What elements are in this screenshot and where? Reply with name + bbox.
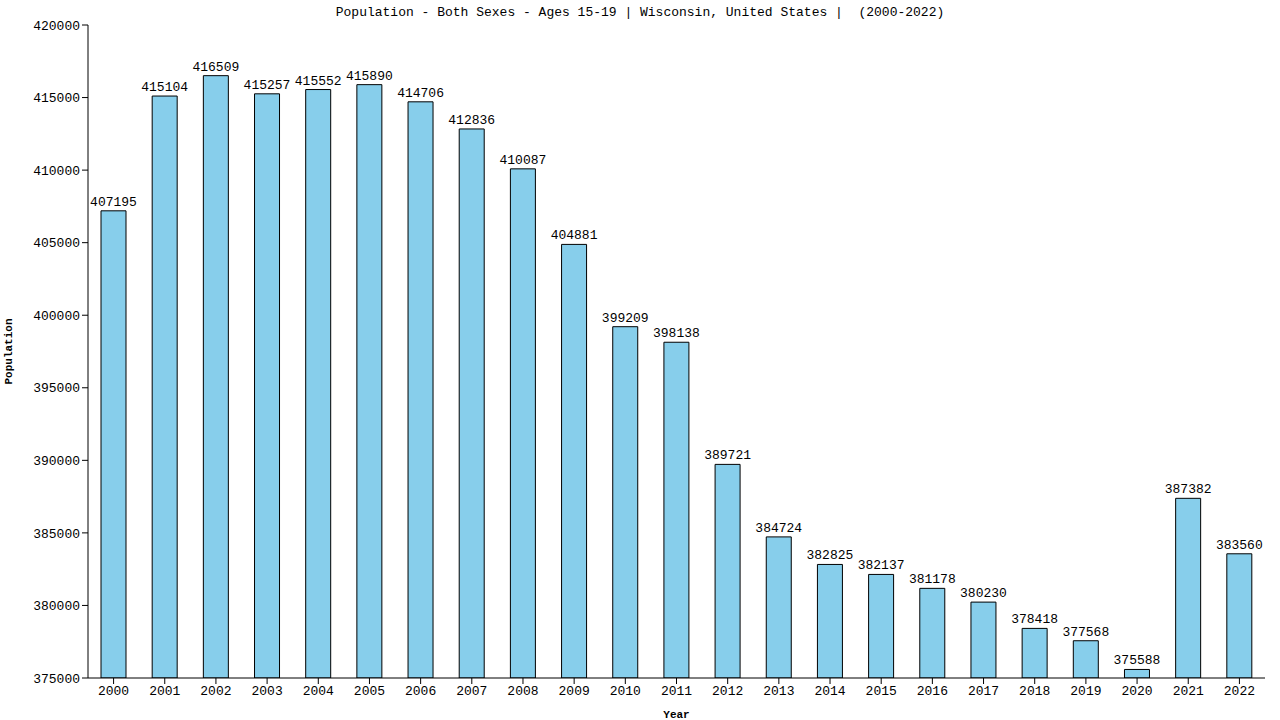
svg-text:415890: 415890 bbox=[346, 69, 393, 84]
svg-text:2008: 2008 bbox=[507, 684, 538, 699]
svg-text:2010: 2010 bbox=[610, 684, 641, 699]
svg-text:400000: 400000 bbox=[33, 309, 80, 324]
svg-text:415552: 415552 bbox=[295, 74, 342, 89]
svg-text:398138: 398138 bbox=[653, 326, 700, 341]
svg-text:395000: 395000 bbox=[33, 381, 80, 396]
svg-text:375000: 375000 bbox=[33, 672, 80, 687]
svg-text:2007: 2007 bbox=[456, 684, 487, 699]
svg-text:385000: 385000 bbox=[33, 527, 80, 542]
html-text:Population - Both Sexes - Ages: Population - Both Sexes - Ages 15-19 | W… bbox=[335, 5, 945, 20]
svg-text:2012: 2012 bbox=[712, 684, 743, 699]
svg-text:2016: 2016 bbox=[917, 684, 948, 699]
svg-text:377568: 377568 bbox=[1062, 625, 1109, 640]
svg-text:2019: 2019 bbox=[1070, 684, 1101, 699]
svg-text:380000: 380000 bbox=[33, 599, 80, 614]
svg-text:2018: 2018 bbox=[1019, 684, 1050, 699]
svg-text:387382: 387382 bbox=[1165, 482, 1212, 497]
svg-text:410087: 410087 bbox=[499, 153, 546, 168]
svg-text:381178: 381178 bbox=[909, 572, 956, 587]
svg-text:415000: 415000 bbox=[33, 91, 80, 106]
svg-text:407195: 407195 bbox=[90, 195, 137, 210]
svg-text:384724: 384724 bbox=[755, 521, 802, 536]
svg-text:410000: 410000 bbox=[33, 164, 80, 179]
svg-text:2001: 2001 bbox=[149, 684, 180, 699]
svg-text:389721: 389721 bbox=[704, 448, 751, 463]
svg-text:390000: 390000 bbox=[33, 454, 80, 469]
svg-text:382825: 382825 bbox=[807, 548, 854, 563]
svg-text:405000: 405000 bbox=[33, 236, 80, 251]
svg-text:415257: 415257 bbox=[244, 78, 291, 93]
svg-text:416509: 416509 bbox=[192, 60, 239, 75]
svg-text:2015: 2015 bbox=[866, 684, 897, 699]
svg-text:415104: 415104 bbox=[141, 80, 188, 95]
svg-text:2003: 2003 bbox=[251, 684, 282, 699]
svg-text:2002: 2002 bbox=[200, 684, 231, 699]
svg-text:2004: 2004 bbox=[303, 684, 334, 699]
svg-text:378418: 378418 bbox=[1011, 612, 1058, 627]
svg-text:Population: Population bbox=[8, 318, 15, 384]
svg-text:2022: 2022 bbox=[1224, 684, 1255, 699]
svg-text:2000: 2000 bbox=[98, 684, 129, 699]
svg-text:2020: 2020 bbox=[1121, 684, 1152, 699]
svg-text:2006: 2006 bbox=[405, 684, 436, 699]
svg-text:2005: 2005 bbox=[354, 684, 385, 699]
svg-text:414706: 414706 bbox=[397, 86, 444, 101]
svg-text:375588: 375588 bbox=[1114, 653, 1161, 668]
svg-text:382137: 382137 bbox=[858, 558, 905, 573]
svg-text:2013: 2013 bbox=[763, 684, 794, 699]
svg-text:2011: 2011 bbox=[661, 684, 692, 699]
svg-text:399209: 399209 bbox=[602, 311, 649, 326]
svg-text:380230: 380230 bbox=[960, 586, 1007, 601]
svg-text:2017: 2017 bbox=[968, 684, 999, 699]
svg-text:420000: 420000 bbox=[33, 19, 80, 34]
svg-text:383560: 383560 bbox=[1216, 538, 1263, 553]
svg-text:2021: 2021 bbox=[1173, 684, 1204, 699]
svg-text:2009: 2009 bbox=[559, 684, 590, 699]
svg-text:Year: Year bbox=[663, 709, 689, 720]
svg-text:412836: 412836 bbox=[448, 113, 495, 128]
svg-text:2014: 2014 bbox=[814, 684, 845, 699]
svg-text:404881: 404881 bbox=[551, 228, 598, 243]
